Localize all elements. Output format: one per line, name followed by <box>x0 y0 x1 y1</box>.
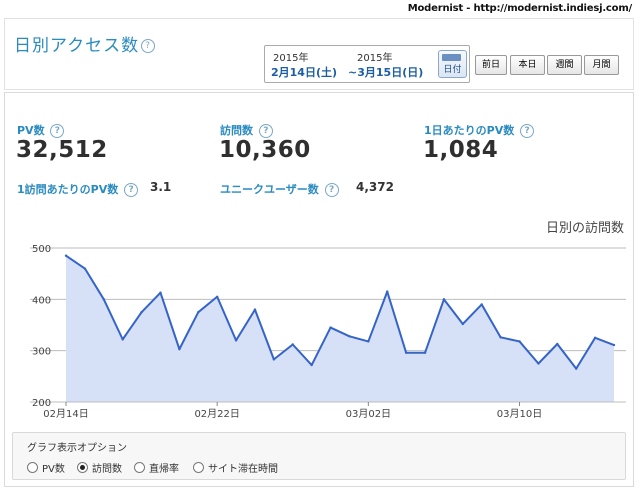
calendar-label: 日付 <box>443 65 462 75</box>
pv-label: PV数 ? <box>17 122 65 138</box>
data-point <box>612 343 616 347</box>
week-button[interactable]: 週間 <box>547 55 582 75</box>
option-visits[interactable]: 訪問数 <box>77 460 122 475</box>
data-point <box>499 336 502 339</box>
month-button[interactable]: 月間 <box>584 55 619 75</box>
visits-label: 訪問数 ? <box>220 122 273 138</box>
data-point <box>64 254 68 257</box>
data-point <box>461 322 465 326</box>
data-point <box>480 303 483 306</box>
help-icon[interactable]: ? <box>124 183 139 197</box>
radio-bounce-rate[interactable] <box>134 462 145 473</box>
y-tick-label: 300 <box>32 347 51 358</box>
calendar-icon <box>442 54 461 61</box>
data-point <box>121 338 124 341</box>
stats-panel <box>4 92 634 487</box>
daily-pv-value: 1,084 <box>423 137 499 163</box>
data-point <box>310 363 313 367</box>
data-point <box>83 267 87 270</box>
data-point <box>140 310 143 314</box>
data-point <box>197 310 200 314</box>
prev-day-button[interactable]: 前日 <box>475 55 507 75</box>
pv-per-visit-value: 3.1 <box>150 180 172 194</box>
option-bounce-rate[interactable]: 直帰率 <box>134 460 179 475</box>
chart-title: 日別の訪問数 <box>546 220 624 236</box>
date-range-box[interactable]: 2015年 2015年 2月14日(土) ~3月15日(日) <box>264 45 470 83</box>
calendar-button[interactable]: 日付 <box>438 50 467 78</box>
visits-chart: 日別の訪問数 200 300 400 500 02月14日 02月22日 03月02日 03月1… <box>30 220 626 420</box>
data-point <box>423 351 427 354</box>
radio-pv[interactable] <box>27 462 38 473</box>
option-time-on-site[interactable]: サイト滞在時間 <box>193 460 278 475</box>
y-tick-label: 200 <box>32 398 51 409</box>
x-tick-label: 03月02日 <box>346 408 391 420</box>
data-point <box>102 298 105 301</box>
data-point <box>234 339 238 342</box>
help-icon[interactable]: ? <box>324 183 339 197</box>
data-point <box>537 362 540 365</box>
page-title: 日別アクセス数? <box>14 31 156 56</box>
pv-per-visit-label: 1訪問あたりのPV数 ? <box>17 181 139 197</box>
data-point <box>556 342 559 346</box>
pv-value: 32,512 <box>16 137 108 163</box>
data-point <box>159 291 162 294</box>
series-line <box>65 254 615 370</box>
date-range-text: 2月14日(土) ~3月15日(日) <box>271 66 424 79</box>
data-point <box>329 326 332 329</box>
data-point <box>348 335 351 338</box>
today-button[interactable]: 本日 <box>510 55 545 75</box>
y-tick-label: 400 <box>32 295 51 306</box>
help-icon[interactable]: ? <box>50 124 65 138</box>
data-point <box>253 308 257 311</box>
x-tick-label: 03月10日 <box>497 408 542 420</box>
x-tick-label: 02月22日 <box>194 408 239 420</box>
help-icon[interactable]: ? <box>520 124 535 138</box>
visits-value: 10,360 <box>219 137 311 163</box>
option-pv[interactable]: PV数 <box>27 460 65 475</box>
site-credit: Modernist - http://modernist.indiesj.com… <box>407 3 632 14</box>
data-point <box>442 298 446 301</box>
unique-users-label: ユニークユーザー数 ? <box>220 181 339 197</box>
help-icon[interactable]: ? <box>141 39 156 53</box>
data-point <box>291 343 294 346</box>
data-point <box>367 340 370 343</box>
data-point <box>575 367 578 370</box>
unique-users-value: 4,372 <box>356 180 394 194</box>
data-point <box>386 290 389 293</box>
data-point <box>518 340 521 343</box>
radio-visits[interactable] <box>77 462 88 473</box>
data-point <box>272 358 276 361</box>
page-title-text: 日別アクセス数 <box>14 36 140 56</box>
data-point <box>404 351 408 354</box>
graph-options-panel: グラフ表示オプション PV数 訪問数 直帰率 サイト滞在時間 <box>12 432 626 480</box>
start-year: 2015年 <box>273 53 309 64</box>
end-year: 2015年 <box>357 53 393 64</box>
area-fill <box>66 255 614 402</box>
help-icon[interactable]: ? <box>258 124 273 138</box>
x-tick-label: 02月14日 <box>43 408 88 420</box>
y-tick-label: 500 <box>32 244 51 255</box>
data-point <box>178 347 181 351</box>
graph-options-title: グラフ表示オプション <box>27 443 127 454</box>
radio-time-on-site[interactable] <box>193 462 204 473</box>
data-point <box>215 295 219 298</box>
daily-pv-label: 1日あたりのPV数 ? <box>424 122 535 138</box>
data-point <box>593 336 597 340</box>
